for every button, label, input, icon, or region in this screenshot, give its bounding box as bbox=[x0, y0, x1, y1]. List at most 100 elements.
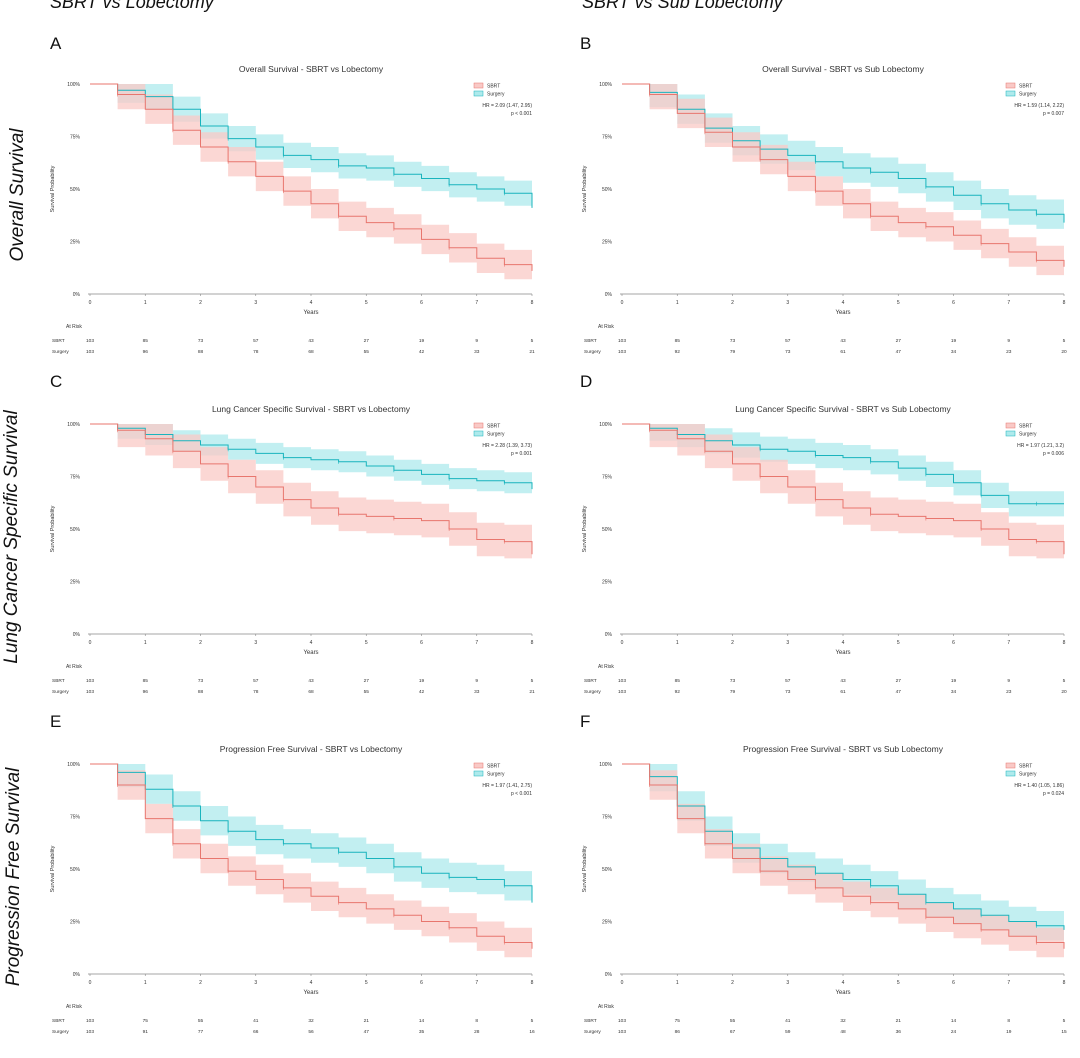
survival-curve-sbrt bbox=[622, 83, 1065, 267]
risk-table-value: 78 bbox=[253, 689, 259, 695]
risk-table-value: 43 bbox=[840, 338, 846, 344]
x-tick-label: 3 bbox=[786, 300, 789, 306]
risk-table-value: 55 bbox=[198, 1018, 204, 1024]
risk-table-value: 43 bbox=[840, 678, 846, 684]
y-tick-label: 50% bbox=[602, 867, 613, 873]
chart-title: Overall Survival - SBRT vs Lobectomy bbox=[239, 64, 384, 74]
x-tick-label: 0 bbox=[89, 300, 92, 306]
legend-swatch-sbrt bbox=[473, 762, 484, 769]
risk-table-value: 19 bbox=[419, 678, 425, 684]
legend-label: SBRT bbox=[1019, 424, 1032, 430]
p-value-text: p < 0.001 bbox=[511, 791, 532, 797]
risk-table-value: 9 bbox=[1007, 678, 1010, 684]
risk-table-value: 92 bbox=[675, 689, 681, 695]
risk-table-value: 103 bbox=[86, 678, 94, 684]
legend-label: Surgery bbox=[487, 432, 505, 438]
y-tick-label: 100% bbox=[67, 82, 80, 88]
x-tick-label: 3 bbox=[254, 300, 257, 306]
risk-table-value: 32 bbox=[840, 1018, 846, 1024]
y-tick-label: 50% bbox=[602, 187, 613, 193]
x-tick-label: 1 bbox=[144, 300, 147, 306]
risk-table-value: 23 bbox=[1006, 349, 1012, 355]
legend-swatch-sbrt bbox=[1005, 422, 1016, 429]
x-tick-label: 1 bbox=[676, 300, 679, 306]
risk-table-value: 103 bbox=[618, 678, 626, 684]
hazard-ratio-text: HR = 1.97 (1.41, 2.75) bbox=[482, 783, 532, 789]
risk-table-value: 103 bbox=[618, 689, 626, 695]
x-tick-label: 1 bbox=[676, 980, 679, 986]
y-axis-label: Survival Probability bbox=[582, 505, 588, 552]
risk-table-value: 59 bbox=[785, 1029, 791, 1035]
y-tick-label: 100% bbox=[67, 762, 80, 768]
legend-label: Surgery bbox=[1019, 772, 1037, 778]
ci-band-surgery bbox=[622, 764, 1064, 945]
x-tick-label: 1 bbox=[144, 640, 147, 646]
y-tick-label: 75% bbox=[70, 815, 81, 821]
x-tick-label: 4 bbox=[310, 980, 313, 986]
risk-table-value: 103 bbox=[618, 338, 626, 344]
survival-curve-sbrt bbox=[622, 423, 1065, 555]
legend-label: Surgery bbox=[487, 92, 505, 98]
legend-swatch-surgery bbox=[473, 90, 484, 97]
x-axis-label: Years bbox=[303, 650, 318, 656]
y-tick-label: 25% bbox=[70, 580, 81, 586]
x-tick-label: 4 bbox=[842, 980, 845, 986]
panel-f: Progression Free Survival - SBRT vs Sub … bbox=[572, 738, 1067, 1058]
risk-table-value: 20 bbox=[1061, 689, 1067, 695]
y-tick-label: 100% bbox=[67, 422, 80, 428]
x-tick-label: 5 bbox=[365, 300, 368, 306]
risk-table-value: 88 bbox=[198, 349, 204, 355]
risk-table-value: 57 bbox=[785, 338, 791, 344]
risk-table-value: 56 bbox=[308, 1029, 314, 1035]
risk-table-value: 36 bbox=[896, 1029, 902, 1035]
risk-table-value: 42 bbox=[419, 349, 425, 355]
risk-table-value: 75 bbox=[675, 1018, 681, 1024]
km-plot-svg: Progression Free Survival - SBRT vs Sub … bbox=[582, 744, 1067, 1035]
x-axis-label: Years bbox=[303, 310, 318, 316]
y-axis-label: Survival Probability bbox=[50, 165, 56, 212]
x-tick-label: 0 bbox=[89, 640, 92, 646]
survival-curve-surgery bbox=[90, 763, 533, 903]
x-tick-label: 3 bbox=[786, 640, 789, 646]
risk-table-row-label: Surgery bbox=[584, 1029, 601, 1035]
risk-table-row-label: Surgery bbox=[52, 1029, 69, 1035]
x-tick-label: 3 bbox=[786, 980, 789, 986]
y-axis-label: Survival Probability bbox=[582, 845, 588, 892]
y-tick-label: 75% bbox=[602, 475, 613, 481]
x-tick-label: 7 bbox=[475, 300, 478, 306]
risk-table-value: 67 bbox=[730, 1029, 736, 1035]
x-tick-label: 2 bbox=[731, 300, 734, 306]
chart-title: Progression Free Survival - SBRT vs Lobe… bbox=[220, 744, 403, 754]
risk-table-value: 73 bbox=[730, 338, 736, 344]
risk-table-value: 57 bbox=[785, 678, 791, 684]
risk-table-value: 19 bbox=[1006, 1029, 1012, 1035]
legend-swatch-surgery bbox=[1005, 430, 1016, 437]
survival-curve-surgery bbox=[90, 83, 533, 208]
panel-a: Overall Survival - SBRT vs Lobectomy 0% 25… bbox=[40, 58, 535, 378]
y-tick-label: 25% bbox=[602, 240, 613, 246]
chart-title: Progression Free Survival - SBRT vs Sub … bbox=[743, 744, 944, 754]
risk-table-value: 55 bbox=[364, 689, 370, 695]
risk-table-value: 35 bbox=[419, 1029, 425, 1035]
x-tick-label: 2 bbox=[199, 300, 202, 306]
risk-table-header: At Risk bbox=[66, 1004, 82, 1010]
km-plot-svg: Lung Cancer Specific Survival - SBRT vs … bbox=[50, 404, 535, 695]
risk-table-value: 5 bbox=[1063, 338, 1066, 344]
x-tick-label: 6 bbox=[420, 980, 423, 986]
x-tick-label: 6 bbox=[952, 980, 955, 986]
x-tick-label: 0 bbox=[89, 980, 92, 986]
risk-table-row-label: Surgery bbox=[584, 349, 601, 355]
legend-label: SBRT bbox=[487, 84, 500, 90]
legend-label: Surgery bbox=[1019, 432, 1037, 438]
risk-table-value: 8 bbox=[1007, 1018, 1010, 1024]
risk-table-value: 66 bbox=[253, 1029, 259, 1035]
risk-table-value: 43 bbox=[308, 338, 314, 344]
risk-table-header: At Risk bbox=[66, 324, 82, 330]
survival-curve-surgery bbox=[90, 423, 533, 490]
y-tick-label: 0% bbox=[73, 972, 81, 978]
risk-table-value: 34 bbox=[951, 349, 957, 355]
x-tick-label: 6 bbox=[420, 300, 423, 306]
risk-table-value: 27 bbox=[364, 338, 370, 344]
risk-table-value: 79 bbox=[730, 349, 736, 355]
y-tick-label: 100% bbox=[599, 82, 612, 88]
